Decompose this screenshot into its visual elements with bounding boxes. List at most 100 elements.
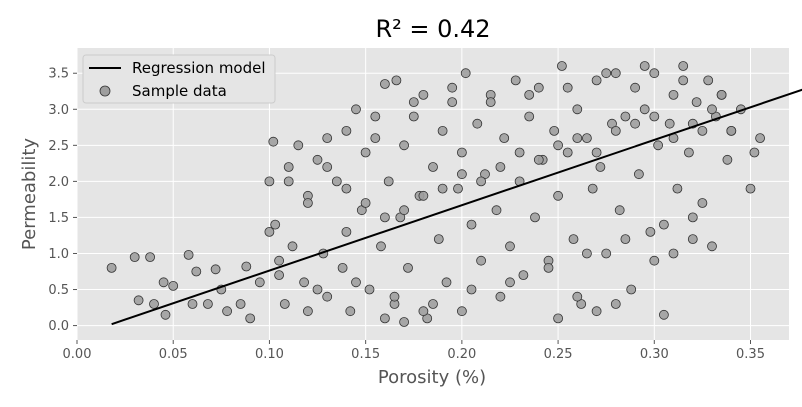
sample-data-point [331, 176, 342, 187]
sample-data-point [408, 97, 419, 107]
sample-data-point [659, 309, 669, 320]
y-tick-label: 2.5 [48, 139, 69, 154]
sample-data-point [601, 248, 612, 259]
y-axis-title: Permeability [19, 138, 40, 250]
sample-data-point [191, 266, 202, 277]
sample-data-point [210, 264, 221, 275]
sample-data-point [582, 133, 592, 144]
sample-data-point [672, 183, 683, 194]
sample-data-point [668, 90, 679, 100]
sample-data-point [391, 75, 402, 86]
sample-data-point [620, 234, 631, 245]
sample-data-point [322, 291, 333, 302]
sample-data-point [418, 306, 429, 317]
sample-data-point [145, 252, 156, 263]
sample-data-point [341, 183, 352, 194]
sample-data-point [659, 219, 669, 230]
sample-data-point [755, 133, 765, 144]
sample-data-point [601, 68, 612, 79]
sample-data-point [626, 284, 637, 295]
sample-data-point [399, 205, 410, 216]
sample-data-point [322, 162, 333, 172]
y-tick-label: 3.5 [48, 67, 69, 82]
x-tick-label: 0.15 [351, 347, 380, 362]
sample-data-point [749, 147, 760, 158]
sample-data-point [495, 291, 506, 302]
x-axis-title: Porosity (%) [378, 367, 486, 388]
regression-line [111, 88, 802, 326]
sample-data-point [447, 97, 458, 107]
sample-data-point [572, 291, 583, 302]
sample-data-point [370, 111, 381, 122]
x-tick-label: 0.30 [640, 347, 669, 362]
chart-title: R² = 0.42 [375, 15, 490, 43]
sample-data-point [722, 154, 733, 165]
x-tick-label: 0.25 [544, 347, 573, 362]
sample-data-point [587, 183, 598, 194]
sample-data-point [245, 313, 256, 324]
sample-data-point [337, 262, 348, 273]
sample-data-point [668, 248, 679, 259]
sample-data-point [553, 140, 563, 151]
sample-data-point [568, 234, 579, 245]
sample-data-point [549, 125, 560, 136]
sample-data-point [360, 147, 371, 158]
sample-data-point [279, 299, 290, 309]
sample-data-point [370, 133, 381, 144]
sample-data-point [418, 190, 429, 201]
sample-data-point [254, 277, 265, 288]
sample-data-point [476, 176, 487, 187]
sample-data-point [399, 317, 410, 327]
sample-data-point [653, 140, 663, 151]
sample-data-point [312, 154, 323, 165]
sample-data-point [639, 61, 650, 71]
sample-data-point [634, 169, 644, 180]
sample-data-point [183, 249, 194, 260]
sample-data-point [351, 277, 361, 288]
sample-data-point [302, 198, 313, 208]
sample-data-point [453, 183, 463, 194]
sample-data-point [510, 75, 521, 86]
sample-data-point [351, 104, 361, 115]
sample-data-point [437, 183, 448, 194]
sample-data-point [360, 198, 371, 208]
sample-data-point [707, 241, 717, 252]
sample-data-point [160, 309, 171, 320]
sample-data-point [726, 125, 737, 136]
sample-data-point [645, 226, 656, 237]
legend-label-sample: Sample data [132, 82, 227, 100]
sample-data-point [697, 125, 708, 136]
y-tick-label: 1.0 [48, 247, 69, 262]
sample-data-point [639, 104, 650, 115]
sample-data-point [149, 299, 159, 309]
sample-data-point [264, 176, 275, 187]
sample-data-point [428, 299, 438, 309]
sample-data-point [703, 75, 714, 86]
sample-data-point [129, 252, 140, 263]
sample-data-point [530, 212, 540, 223]
sample-data-point [610, 125, 621, 136]
sample-data-point [664, 118, 675, 129]
legend-label-regression: Regression model [132, 59, 266, 77]
sample-data-point [524, 111, 535, 122]
axis-ticks: 0.00 0.05 0.10 0.15 0.20 0.25 0.30 0.35 0.0 0.5 1.… [48, 67, 765, 362]
sample-data-point [678, 61, 689, 71]
sample-data-point [553, 190, 563, 201]
sample-data-point [553, 313, 563, 324]
sample-data-point [524, 90, 535, 100]
sample-data-point [456, 306, 467, 317]
sample-data-point [341, 226, 352, 237]
sample-data-point [649, 68, 660, 79]
x-tick-label: 0.00 [63, 347, 92, 362]
y-tick-label: 3.0 [48, 103, 69, 118]
sample-data-point [610, 68, 621, 79]
sample-data-point [485, 97, 496, 107]
sample-data-point [476, 255, 487, 266]
sample-data-point [649, 255, 660, 266]
sample-data-point [202, 299, 213, 309]
sample-data-point [270, 219, 281, 230]
y-tick-label: 1.5 [48, 211, 69, 226]
sample-data-point [441, 277, 452, 288]
sample-data-point [514, 147, 525, 158]
sample-data-point [630, 82, 640, 93]
